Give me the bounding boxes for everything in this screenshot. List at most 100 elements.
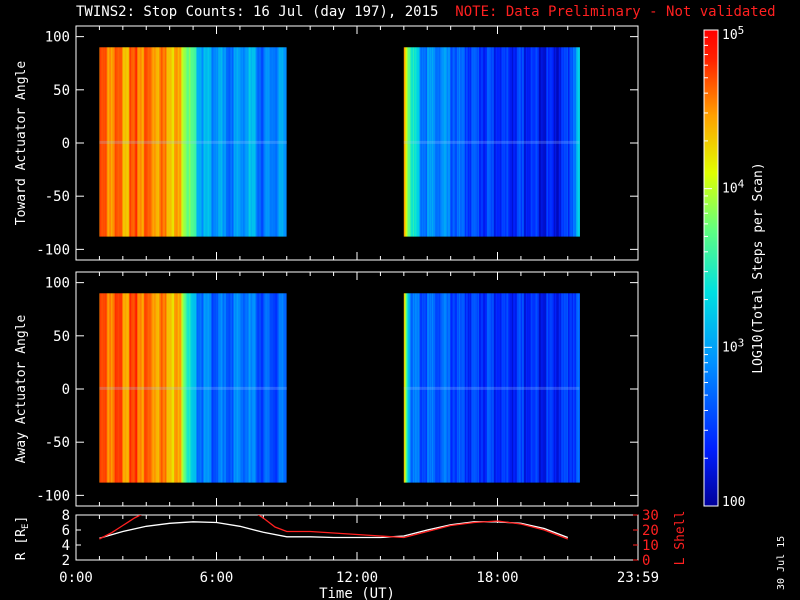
heatmap-column [234, 47, 236, 237]
heatmap-column [226, 47, 228, 237]
heatmap-column [559, 293, 561, 483]
heatmap-column [470, 47, 472, 237]
heatmap-column [490, 47, 492, 237]
heatmap-column [471, 47, 473, 237]
heatmap-column [221, 293, 223, 483]
heatmap-column [261, 47, 263, 237]
heatmap-column [563, 47, 565, 237]
heatmap-column [484, 293, 486, 483]
heatmap-column [261, 293, 263, 483]
heatmap-column [218, 293, 220, 483]
heatmap-column [122, 293, 124, 483]
heatmap-column [120, 293, 122, 483]
heatmap-column [441, 293, 443, 483]
heatmap-column [285, 47, 287, 237]
heatmap-column [271, 293, 273, 483]
heatmap-column [252, 47, 254, 237]
heatmap-column [556, 47, 558, 237]
heatmap-column [271, 47, 273, 237]
heatmap-column [126, 47, 128, 237]
heatmap-column [577, 293, 579, 483]
heatmap-column [107, 47, 109, 237]
heatmap-column [190, 293, 192, 483]
heatmap-column [436, 47, 438, 237]
heatmap-column [405, 293, 407, 483]
heatmap-column [212, 47, 214, 237]
heatmap-column [134, 293, 136, 483]
heatmap-column [107, 293, 109, 483]
heatmap-column [267, 293, 269, 483]
heatmap-column [415, 293, 417, 483]
heatmap-column [225, 293, 227, 483]
heatmap-column [481, 293, 483, 483]
heatmap-column [504, 47, 506, 237]
heatmap-column [216, 47, 218, 237]
y-tick-label-left: 6 [62, 523, 70, 539]
heatmap-column [190, 47, 192, 237]
heatmap-column [426, 293, 428, 483]
heatmap-column [463, 293, 465, 483]
heatmap-column [549, 293, 551, 483]
heatmap-column [551, 47, 553, 237]
heatmap-column [231, 47, 233, 237]
heatmap-column [248, 47, 250, 237]
heatmap-column [160, 47, 162, 237]
heatmap-column [174, 293, 176, 483]
heatmap-column [416, 47, 418, 237]
heatmap-column [171, 47, 173, 237]
heatmap-column [257, 47, 259, 237]
heatmap-column [135, 47, 137, 237]
colorbar-tick-label: 100 [722, 495, 745, 510]
heatmap-column [258, 293, 260, 483]
series-r-line [99, 521, 569, 539]
heatmap-column [105, 47, 107, 237]
heatmap-column [569, 47, 571, 237]
heatmap-column [165, 47, 167, 237]
heatmap-column [200, 47, 202, 237]
heatmap-column [453, 47, 455, 237]
heatmap-column [256, 47, 258, 237]
heatmap-column [463, 47, 465, 237]
heatmap-column [548, 47, 550, 237]
heatmap-column [255, 293, 257, 483]
heatmap-column [115, 293, 117, 483]
heatmap-column [170, 293, 172, 483]
heatmap-column [215, 47, 217, 237]
heatmap-column [184, 293, 186, 483]
heatmap-column [462, 293, 464, 483]
heatmap-column [220, 293, 222, 483]
heatmap-column [466, 293, 468, 483]
heatmap-column [533, 293, 535, 483]
heatmap-column [416, 293, 418, 483]
heatmap-column [121, 293, 123, 483]
heatmap-column [538, 47, 540, 237]
heatmap-column [523, 47, 525, 237]
heatmap-column [574, 293, 576, 483]
heatmap-column [439, 293, 441, 483]
heatmap-column [135, 293, 137, 483]
heatmap-column [123, 293, 125, 483]
heatmap-column [424, 293, 426, 483]
heatmap-column [553, 293, 555, 483]
heatmap-column [404, 293, 406, 483]
heatmap-column [186, 47, 188, 237]
heatmap-column [124, 293, 126, 483]
heatmap-column [489, 293, 491, 483]
heatmap-column [525, 293, 527, 483]
title-main: TWINS2: Stop Counts: 16 Jul (day 197), 2… [76, 4, 439, 20]
heatmap-column [200, 293, 202, 483]
heatmap-column [434, 47, 436, 237]
heatmap-column [572, 293, 574, 483]
heatmap-column [575, 293, 577, 483]
heatmap-column [125, 47, 127, 237]
heatmap-column [464, 293, 466, 483]
heatmap-column [446, 47, 448, 237]
heatmap-column [179, 47, 181, 237]
heatmap-column [208, 47, 210, 237]
heatmap-column [414, 47, 416, 237]
heatmap-column [145, 47, 147, 237]
heatmap-column [479, 47, 481, 237]
heatmap-column [159, 47, 161, 237]
heatmap-column [468, 293, 470, 483]
heatmap-column [476, 47, 478, 237]
